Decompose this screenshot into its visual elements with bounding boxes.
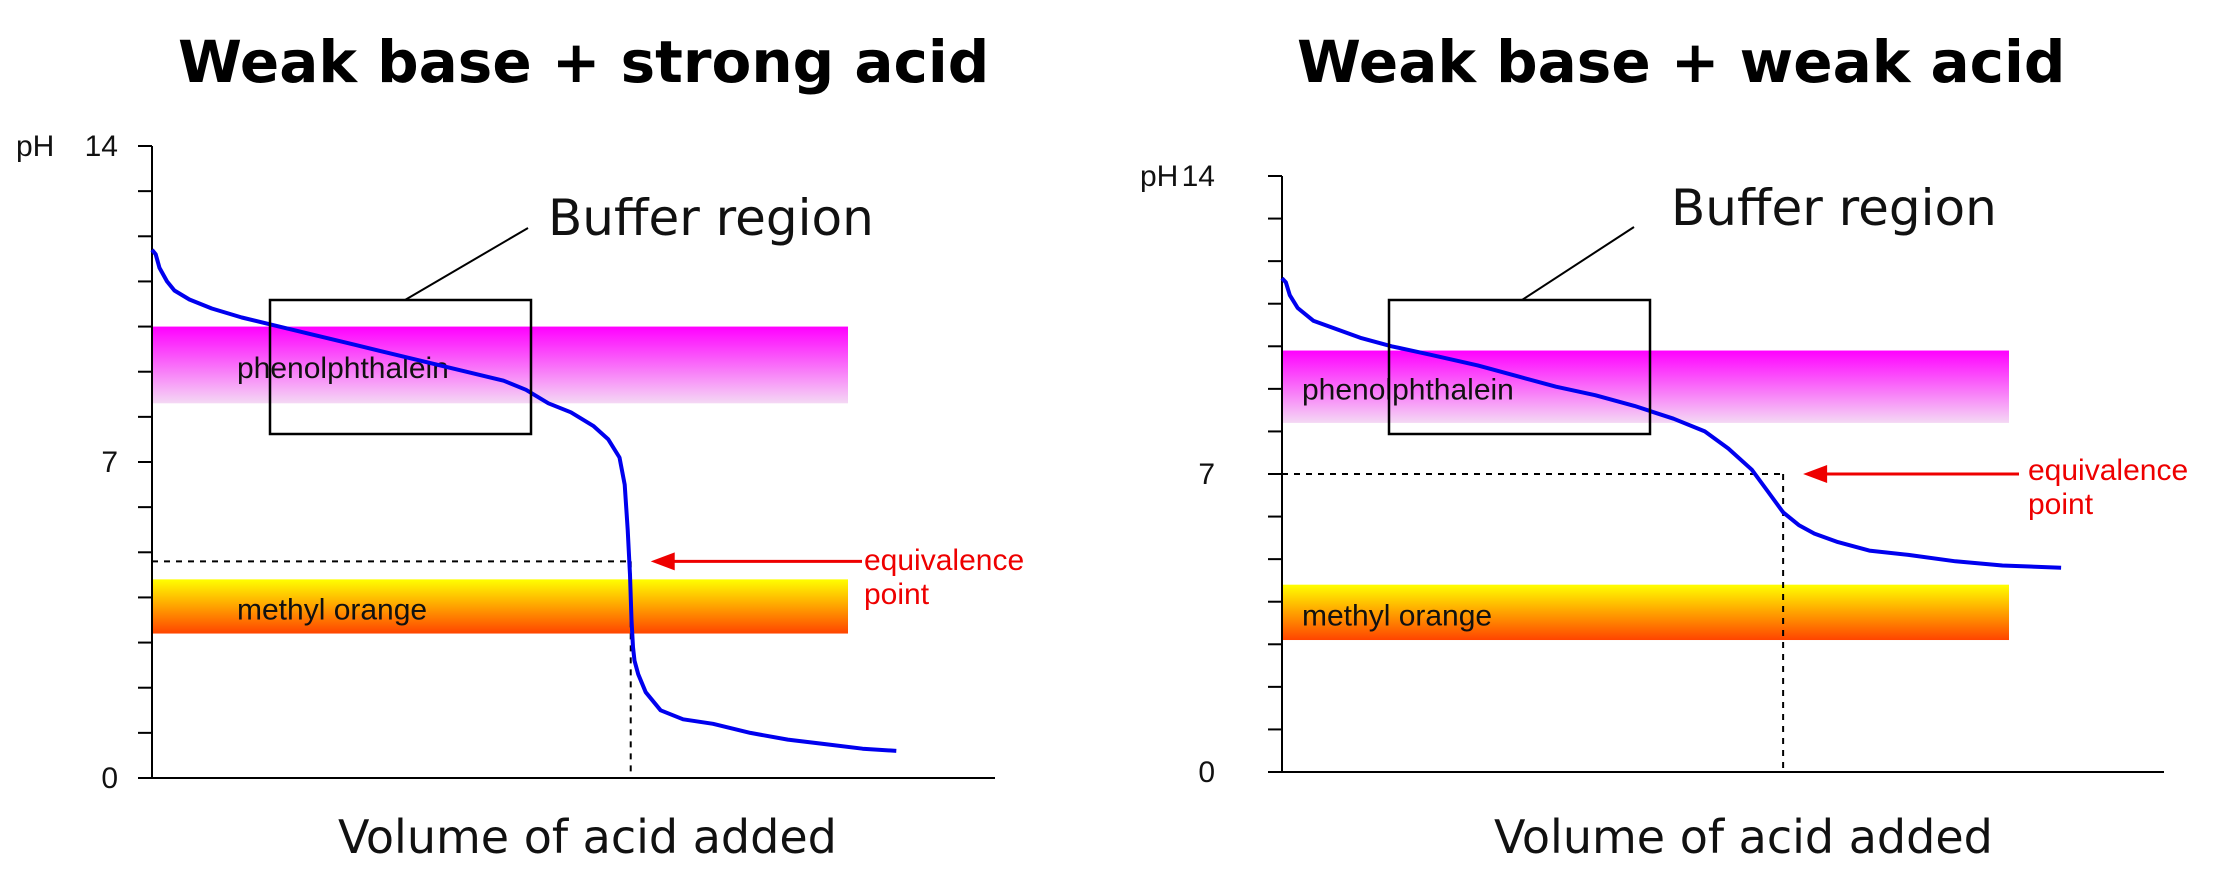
chart-panel-left: Weak base + strong acid phenolphthalein m… — [16, 28, 1024, 864]
band-label: methyl orange — [1302, 599, 1492, 632]
equivalence-label-line2: point — [2028, 488, 2094, 521]
y-tick-label: 14 — [85, 130, 118, 163]
equivalence-label-line1: equivalence — [2028, 454, 2188, 487]
band-label: methyl orange — [237, 593, 427, 626]
y-tick-label: 7 — [1198, 458, 1215, 491]
buffer-region-label: Buffer region — [548, 189, 874, 247]
y-axis-label: pH — [1140, 160, 1178, 193]
chart-title: Weak base + weak acid — [1297, 28, 2066, 96]
y-tick-label: 0 — [101, 762, 118, 795]
y-tick-label: 7 — [101, 446, 118, 479]
band-label: phenolphthalein — [1302, 374, 1514, 407]
buffer-pointer-line — [1521, 226, 1635, 301]
equivalence-label-line1: equivalence — [864, 544, 1024, 577]
x-axis-label: Volume of acid added — [338, 810, 837, 864]
equivalence-arrow-head — [650, 552, 675, 571]
indicator-band-phenolphthalein — [152, 326, 848, 404]
x-axis-label: Volume of acid added — [1494, 810, 1993, 864]
titration-curve — [1280, 276, 2062, 570]
buffer-region-box — [268, 298, 533, 436]
chart-panel-right: Weak base + weak acid phenolphthalein met… — [1107, 0, 2214, 888]
buffer-pointer-line — [404, 227, 529, 301]
buffer-region-label: Buffer region — [1671, 179, 1997, 237]
chart-title: Weak base + strong acid — [178, 28, 990, 96]
buffer-region-box — [1387, 298, 1652, 436]
indicator-band-methyl-orange — [1282, 584, 2009, 641]
y-tick-label: 0 — [1198, 756, 1215, 789]
equivalence-label-line2: point — [864, 578, 930, 611]
titration-curve — [150, 248, 897, 753]
y-tick-label: 14 — [1182, 160, 1215, 193]
equivalence-arrow-head — [1803, 465, 1828, 483]
y-axis-label: pH — [16, 130, 54, 163]
indicator-band-methyl-orange — [152, 579, 848, 634]
